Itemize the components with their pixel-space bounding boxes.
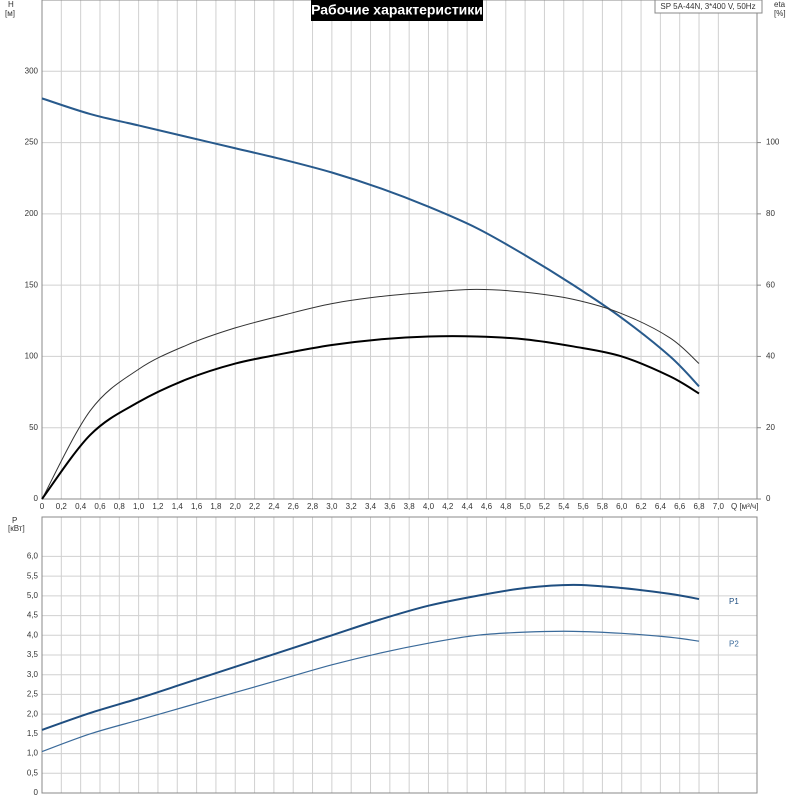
chart-title: Рабочие характеристики: [311, 2, 483, 18]
x-tick-label: 2,6: [288, 502, 300, 511]
legend-label: P2: [729, 639, 739, 648]
x-tick-label: 3,6: [384, 502, 396, 511]
y-tick-label: 300: [25, 66, 39, 75]
series-line: [41, 288, 700, 500]
x-tick-label: 4,0: [423, 502, 435, 511]
x-tick-label: 0,4: [75, 502, 87, 511]
x-tick-label: 1,2: [152, 502, 164, 511]
y-axis-unit: [м]: [5, 9, 15, 18]
x-tick-label: 5,8: [597, 502, 609, 511]
x-tick-label: 0,8: [114, 502, 126, 511]
x-tick-label: 6,0: [616, 502, 628, 511]
series-line: [41, 335, 700, 500]
y-tick-label: 1,0: [27, 749, 39, 758]
y-tick-label: 1,5: [27, 729, 39, 738]
y-tick-label: 100: [25, 352, 39, 361]
x-tick-label: 0,2: [56, 502, 68, 511]
x-tick-label: 1,4: [172, 502, 184, 511]
y-tick-label: 5,5: [27, 571, 39, 580]
x-tick-label: 1,8: [210, 502, 222, 511]
x-tick-label: 1,0: [133, 502, 145, 511]
x-tick-label: 3,4: [365, 502, 377, 511]
series-line: [41, 630, 700, 753]
x-tick-label: 3,0: [326, 502, 338, 511]
y-tick-label: 0,5: [27, 768, 39, 777]
y-tick-label: 150: [25, 280, 39, 289]
x-tick-label: 5,2: [539, 502, 551, 511]
y-axis-unit: [кВт]: [8, 524, 25, 533]
x-tick-label: 5,6: [578, 502, 590, 511]
y-tick-label: 3,5: [27, 650, 39, 659]
x-tick-label: 0: [40, 502, 45, 511]
y-axis-label: P: [12, 516, 17, 525]
y-tick-label: 3,0: [27, 670, 39, 679]
y2-tick-label: 20: [766, 423, 775, 432]
series-line: [41, 97, 700, 388]
y-tick-label: 200: [25, 209, 39, 218]
y-tick-label: 4,5: [27, 611, 39, 620]
y-tick-label: 2,0: [27, 709, 39, 718]
x-tick-label: 5,0: [520, 502, 532, 511]
x-tick-label: 2,0: [230, 502, 242, 511]
y-tick-label: 4,0: [27, 630, 39, 639]
y2-tick-label: 0: [766, 494, 771, 503]
y-tick-label: 0: [34, 788, 39, 797]
y-tick-label: 250: [25, 138, 39, 147]
y-tick-label: 6,0: [27, 552, 39, 561]
x-tick-label: 7,0: [713, 502, 725, 511]
x-tick-label: 4,4: [462, 502, 474, 511]
x-tick-label: 4,6: [481, 502, 493, 511]
y2-tick-label: 80: [766, 209, 775, 218]
x-tick-label: 6,8: [693, 502, 705, 511]
y2-axis-label: eta: [774, 0, 786, 9]
y2-tick-label: 40: [766, 352, 775, 361]
series-line: [41, 583, 700, 731]
top-plot-frame: [41, 0, 758, 500]
x-tick-label: 5,4: [558, 502, 570, 511]
x-tick-label: 3,2: [346, 502, 358, 511]
x-tick-label: 2,2: [249, 502, 261, 511]
x-tick-label: 1,6: [191, 502, 203, 511]
x-tick-label: 4,8: [500, 502, 512, 511]
y-axis-label: H: [8, 0, 14, 9]
x-tick-label: 2,4: [268, 502, 280, 511]
x-tick-label: 4,2: [442, 502, 454, 511]
x-tick-label: 0,6: [94, 502, 106, 511]
x-tick-label: 3,8: [404, 502, 416, 511]
x-tick-label: 6,2: [635, 502, 647, 511]
bottom-plot-frame: [41, 516, 758, 794]
x-tick-label: 2,8: [307, 502, 319, 511]
y-tick-label: 5,0: [27, 591, 39, 600]
y2-tick-label: 100: [766, 138, 780, 147]
x-axis-label: Q [м³/ч]: [731, 502, 758, 511]
y-tick-label: 50: [29, 423, 38, 432]
subtitle: SP 5A-44N, 3*400 V, 50Hz: [660, 2, 755, 11]
x-tick-label: 6,4: [655, 502, 667, 511]
x-tick-label: 6,6: [674, 502, 686, 511]
legend-label: P1: [729, 597, 739, 606]
y2-axis-unit: [%]: [774, 9, 786, 18]
y2-tick-label: 60: [766, 280, 775, 289]
title-box: [311, 0, 483, 21]
y-tick-label: 0: [34, 494, 39, 503]
subtitle-box: [654, 0, 763, 14]
y-tick-label: 2,5: [27, 690, 39, 699]
